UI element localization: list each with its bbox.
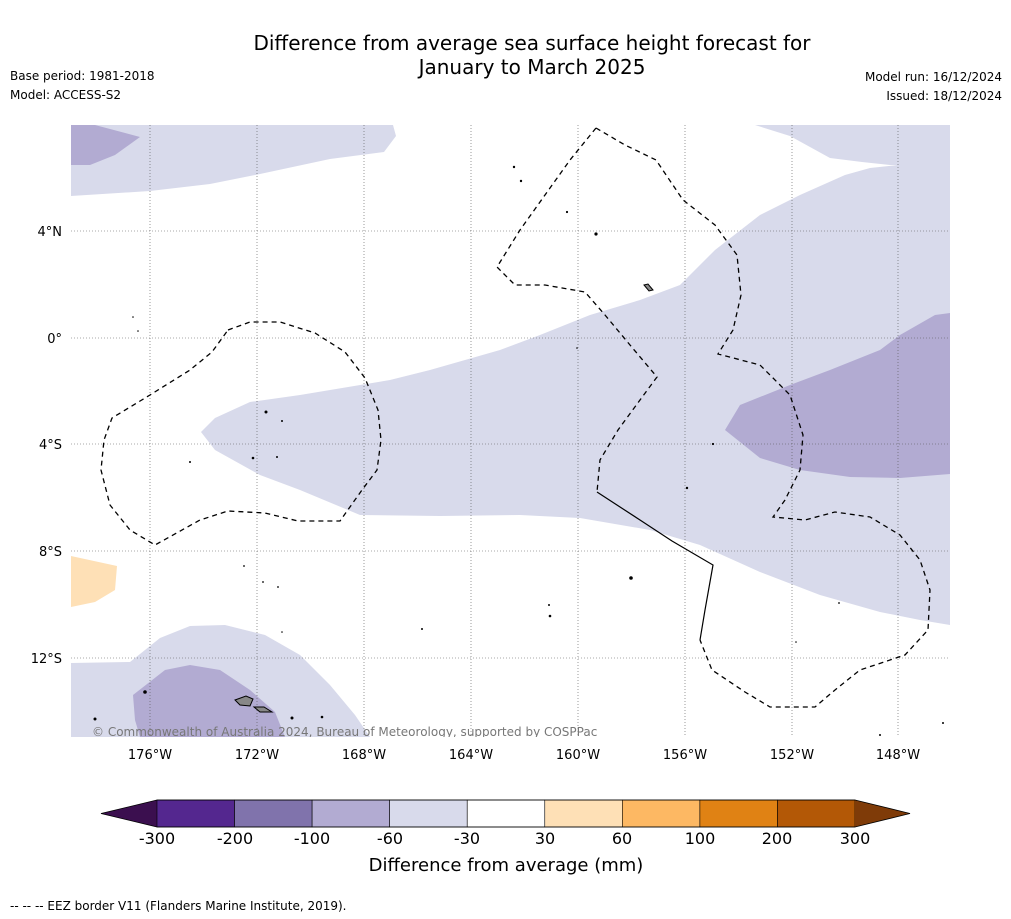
lat-label-8s: 8°S: [39, 545, 62, 560]
anomaly-region-northeast: [517, 125, 898, 165]
colorbar-extend-high: [855, 800, 910, 827]
colorbar: [100, 799, 911, 828]
graticule: [71, 125, 950, 737]
eez-border-tokelau: [100, 321, 382, 546]
colorbar-segment: [156, 799, 235, 828]
samoa-island-savaii: [234, 695, 254, 707]
cb-tick-label: 30: [535, 829, 555, 848]
metadata-right: Model run: 16/12/2024 Issued: 18/12/2024: [865, 68, 1002, 106]
colorbar-segment: [777, 799, 856, 828]
anomaly-region-north: [71, 125, 396, 196]
eez-borders: [100, 127, 931, 708]
lon-label-172w: 172°W: [235, 748, 279, 763]
colorbar-segment: [622, 799, 701, 828]
cb-tick-label: -100: [294, 829, 330, 848]
lon-label-164w: 164°W: [449, 748, 493, 763]
base-period-text: Base period: 1981-2018: [10, 69, 155, 83]
eez-legend-note: -- -- -- EEZ border V11 (Flanders Marine…: [10, 899, 347, 913]
title-line-1: Difference from average sea surface heig…: [253, 31, 811, 55]
cb-tick-label: 100: [685, 829, 716, 848]
lat-label-12s: 12°S: [31, 652, 62, 667]
lon-label-156w: 156°W: [663, 748, 707, 763]
colorbar-segment: [466, 799, 546, 828]
colorbar-segment: [234, 799, 313, 828]
map-panel: © Commonwealth of Australia 2024, Bureau…: [71, 125, 950, 739]
anomaly-region-samoa: [133, 665, 285, 737]
model-run-text: Model run: 16/12/2024: [864, 70, 1002, 84]
island-markers: [93, 165, 944, 736]
lon-label-152w: 152°W: [770, 748, 814, 763]
samoa-island-upolu: [252, 706, 274, 713]
cb-tick-label: -300: [139, 829, 175, 848]
eez-border-kiribati: [595, 127, 931, 708]
colorbar-segment: [699, 799, 778, 828]
cb-tick-label: 60: [612, 829, 632, 848]
lon-label-160w: 160°W: [556, 748, 600, 763]
copyright-text: © Commonwealth of Australia 2024, Bureau…: [92, 725, 597, 739]
colorbar-title: Difference from average (mm): [369, 855, 644, 876]
colorbar-segment: [544, 799, 623, 828]
latitude-labels: 4°N 0° 4°S 8°S 12°S: [31, 225, 62, 667]
lon-label-168w: 168°W: [342, 748, 386, 763]
model-text: Model: ACCESS-S2: [10, 88, 122, 102]
lon-label-148w: 148°W: [876, 748, 920, 763]
anomaly-region-west: [71, 556, 117, 607]
anomaly-region-east: [725, 313, 950, 478]
colorbar-outline: [100, 799, 911, 828]
cb-tick-label: -30: [454, 829, 480, 848]
colorbar-segment: [311, 799, 390, 828]
cb-tick-label: -200: [217, 829, 253, 848]
cb-tick-label: 300: [840, 829, 871, 848]
maritime-boundary-solid: [596, 491, 714, 641]
title-line-2: January to March 2025: [418, 55, 646, 79]
lat-label-4s: 4°S: [39, 438, 62, 453]
colorbar-tick-labels: -300 -200 -100 -60 -30 30 60 100 200 300: [139, 829, 870, 848]
map-title: Difference from average sea surface heig…: [232, 31, 832, 79]
longitude-labels: 176°W 172°W 168°W 164°W 160°W 156°W 152°…: [128, 748, 920, 763]
colorbar-extend-low: [101, 800, 157, 827]
colorbar-segment: [389, 799, 468, 828]
lat-label-0: 0°: [47, 332, 62, 347]
lat-label-4n: 4°N: [38, 225, 63, 240]
lon-label-176w: 176°W: [128, 748, 172, 763]
metadata-left: Base period: 1981-2018 Model: ACCESS-S2: [10, 67, 155, 105]
issued-text: Issued: 18/12/2024: [886, 89, 1002, 103]
kiritimati-island-icon: [643, 283, 654, 292]
anomaly-region-band: [201, 125, 950, 625]
cb-tick-label: 200: [762, 829, 793, 848]
cb-tick-label: -60: [377, 829, 403, 848]
anomaly-region-corner: [71, 125, 140, 165]
